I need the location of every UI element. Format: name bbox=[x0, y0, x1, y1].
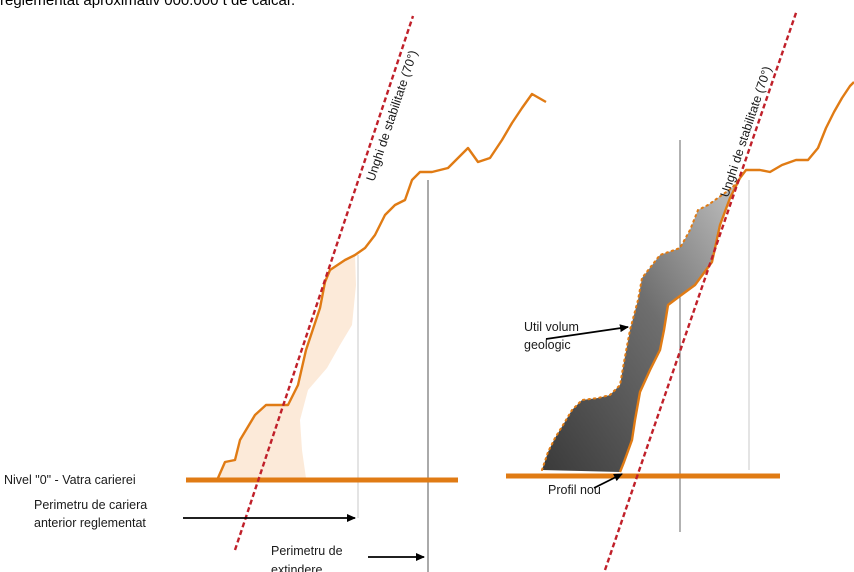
right-terrain-profile bbox=[739, 81, 854, 179]
right-stability-line bbox=[603, 9, 799, 571]
left-terrain-profile bbox=[216, 92, 547, 479]
perimeter-ext-label-line2: extindere bbox=[271, 563, 322, 572]
perimeter-ext-label-line1: Perimetru de bbox=[271, 544, 343, 558]
level-zero-label: Nivel "0" - Vatra carierei bbox=[4, 473, 136, 487]
volume-label-line1: Util volum bbox=[524, 320, 579, 334]
left-stability-line bbox=[233, 15, 415, 551]
left-shaded-zone bbox=[218, 255, 356, 478]
geologic-volume-dotted-edge bbox=[541, 177, 741, 471]
perimeter-prev-label-line2: anterior reglementat bbox=[34, 516, 146, 530]
left-angle-label: Unghi de stabilitate (70°) bbox=[364, 49, 421, 183]
new-profile-line bbox=[618, 177, 742, 473]
new-profile-label: Profil nou bbox=[548, 483, 601, 497]
geologic-volume-shape bbox=[542, 178, 740, 472]
caption-text: reglementat aproximativ 000.000 t de cal… bbox=[0, 0, 296, 9]
volume-label-line2: geologic bbox=[524, 338, 571, 352]
new-profile-arrow bbox=[593, 473, 623, 489]
left-profile-panel: Unghi de stabilitate (70°) Nivel "0" - V… bbox=[4, 15, 547, 572]
perimeter-prev-label-line1: Perimetru de cariera bbox=[34, 498, 147, 512]
volume-arrow bbox=[545, 324, 629, 340]
right-profile-panel: Unghi de stabilitate (70°) Util volum ge… bbox=[506, 9, 854, 571]
right-angle-label: Unghi de stabilitate (70°) bbox=[718, 65, 775, 199]
